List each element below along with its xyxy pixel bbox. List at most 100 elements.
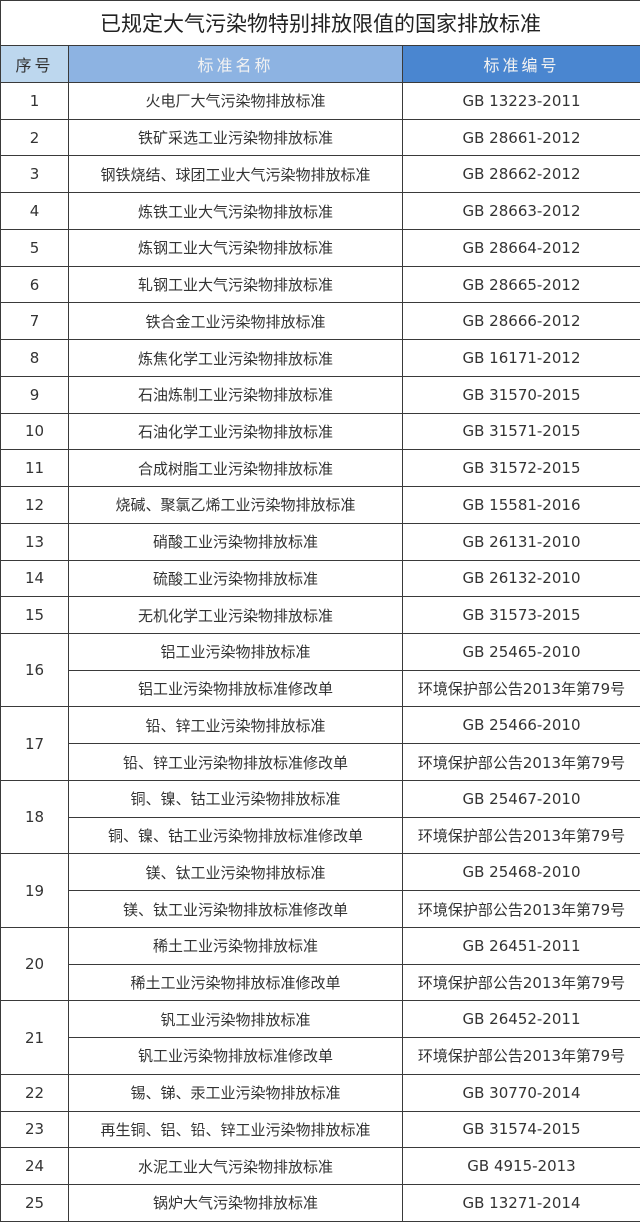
- row-number: 13: [1, 523, 69, 560]
- standard-name: 铝工业污染物排放标准: [69, 634, 403, 671]
- standard-code: GB 28662-2012: [403, 156, 640, 193]
- standard-name: 铜、镍、钴工业污染物排放标准修改单: [69, 817, 403, 854]
- standard-name: 炼焦化学工业污染物排放标准: [69, 340, 403, 377]
- row-number: 2: [1, 119, 69, 156]
- standard-code: GB 31574-2015: [403, 1111, 640, 1148]
- table-row: 镁、钛工业污染物排放标准修改单环境保护部公告2013年第79号: [1, 891, 640, 928]
- row-number: 10: [1, 413, 69, 450]
- standard-code: GB 31573-2015: [403, 597, 640, 634]
- row-number: 18: [1, 780, 69, 853]
- table-row: 钒工业污染物排放标准修改单环境保护部公告2013年第79号: [1, 1038, 640, 1075]
- standard-code: GB 26452-2011: [403, 1001, 640, 1038]
- row-number: 16: [1, 634, 69, 707]
- standard-name: 烧碱、聚氯乙烯工业污染物排放标准: [69, 487, 403, 524]
- standard-code: GB 13271-2014: [403, 1185, 640, 1222]
- standard-code: GB 13223-2011: [403, 83, 640, 120]
- row-number: 15: [1, 597, 69, 634]
- standard-name: 稀土工业污染物排放标准修改单: [69, 964, 403, 1001]
- row-number: 22: [1, 1074, 69, 1111]
- row-number: 25: [1, 1185, 69, 1222]
- table-row: 铅、锌工业污染物排放标准修改单环境保护部公告2013年第79号: [1, 744, 640, 781]
- standard-name: 锅炉大气污染物排放标准: [69, 1185, 403, 1222]
- standard-code: GB 28666-2012: [403, 303, 640, 340]
- header-code: 标准编号: [403, 46, 640, 83]
- standard-name: 铜、镍、钴工业污染物排放标准: [69, 780, 403, 817]
- standard-name: 钒工业污染物排放标准修改单: [69, 1038, 403, 1075]
- standard-code: 环境保护部公告2013年第79号: [403, 744, 640, 781]
- standard-name: 合成树脂工业污染物排放标准: [69, 450, 403, 487]
- standard-name: 硫酸工业污染物排放标准: [69, 560, 403, 597]
- standard-code: GB 25467-2010: [403, 780, 640, 817]
- standard-name: 水泥工业大气污染物排放标准: [69, 1148, 403, 1185]
- row-number: 20: [1, 927, 69, 1000]
- standard-name: 镁、钛工业污染物排放标准修改单: [69, 891, 403, 928]
- standard-code: GB 25466-2010: [403, 707, 640, 744]
- standard-code: GB 28664-2012: [403, 229, 640, 266]
- standard-name: 硝酸工业污染物排放标准: [69, 523, 403, 560]
- row-number: 9: [1, 376, 69, 413]
- standard-code: GB 28663-2012: [403, 193, 640, 230]
- standard-name: 再生铜、铝、铅、锌工业污染物排放标准: [69, 1111, 403, 1148]
- standard-code: GB 25468-2010: [403, 854, 640, 891]
- standard-name: 炼铁工业大气污染物排放标准: [69, 193, 403, 230]
- standard-code: GB 26132-2010: [403, 560, 640, 597]
- table-title: 已规定大气污染物特别排放限值的国家排放标准: [1, 1, 640, 46]
- standard-name: 铁合金工业污染物排放标准: [69, 303, 403, 340]
- standard-code: 环境保护部公告2013年第79号: [403, 817, 640, 854]
- row-number: 1: [1, 83, 69, 120]
- standard-name: 稀土工业污染物排放标准: [69, 927, 403, 964]
- standard-code: GB 31570-2015: [403, 376, 640, 413]
- standard-name: 石油炼制工业污染物排放标准: [69, 376, 403, 413]
- row-number: 7: [1, 303, 69, 340]
- standard-code: GB 26131-2010: [403, 523, 640, 560]
- row-number: 17: [1, 707, 69, 780]
- standard-code: 环境保护部公告2013年第79号: [403, 964, 640, 1001]
- row-number: 11: [1, 450, 69, 487]
- standard-code: GB 4915-2013: [403, 1148, 640, 1185]
- row-number: 23: [1, 1111, 69, 1148]
- row-number: 24: [1, 1148, 69, 1185]
- row-number: 21: [1, 1001, 69, 1074]
- standard-name: 钒工业污染物排放标准: [69, 1001, 403, 1038]
- header-no: 序号: [1, 46, 69, 83]
- standard-name: 镁、钛工业污染物排放标准: [69, 854, 403, 891]
- standard-name: 火电厂大气污染物排放标准: [69, 83, 403, 120]
- standard-name: 铅、锌工业污染物排放标准修改单: [69, 744, 403, 781]
- standard-name: 石油化学工业污染物排放标准: [69, 413, 403, 450]
- row-number: 19: [1, 854, 69, 927]
- row-number: 5: [1, 229, 69, 266]
- standard-name: 钢铁烧结、球团工业大气污染物排放标准: [69, 156, 403, 193]
- standard-code: GB 31571-2015: [403, 413, 640, 450]
- table-row: 稀土工业污染物排放标准修改单环境保护部公告2013年第79号: [1, 964, 640, 1001]
- standard-name: 铝工业污染物排放标准修改单: [69, 670, 403, 707]
- standard-code: 环境保护部公告2013年第79号: [403, 670, 640, 707]
- header-name: 标准名称: [69, 46, 403, 83]
- standard-code: GB 16171-2012: [403, 340, 640, 377]
- standard-code: GB 30770-2014: [403, 1074, 640, 1111]
- standard-code: GB 28661-2012: [403, 119, 640, 156]
- standard-code: 环境保护部公告2013年第79号: [403, 1038, 640, 1075]
